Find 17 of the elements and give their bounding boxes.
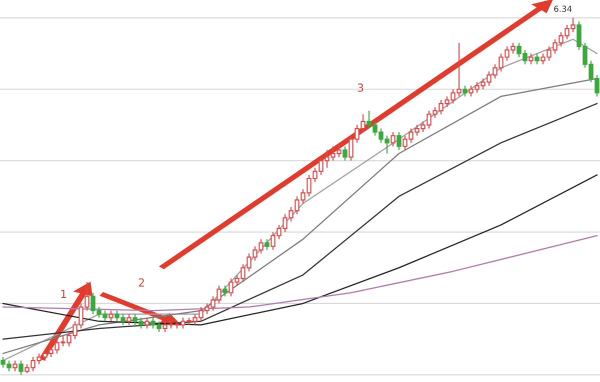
annotation: 3 [358, 83, 364, 92]
candlestick [534, 52, 540, 65]
candlestick [396, 132, 402, 150]
candlestick [528, 52, 534, 65]
annotation: 2 [138, 278, 144, 286]
candlestick [264, 238, 270, 250]
candlestick [108, 310, 114, 322]
candlestick [144, 317, 150, 330]
text: 6.34 [554, 6, 572, 12]
candlestick [390, 132, 396, 147]
candlestick [126, 314, 132, 326]
candlestick [462, 85, 468, 97]
annotation: 1 [61, 290, 66, 298]
candlestick [18, 360, 24, 376]
candlestick [342, 146, 348, 162]
candlestick [222, 285, 228, 297]
candlestick [12, 360, 18, 372]
